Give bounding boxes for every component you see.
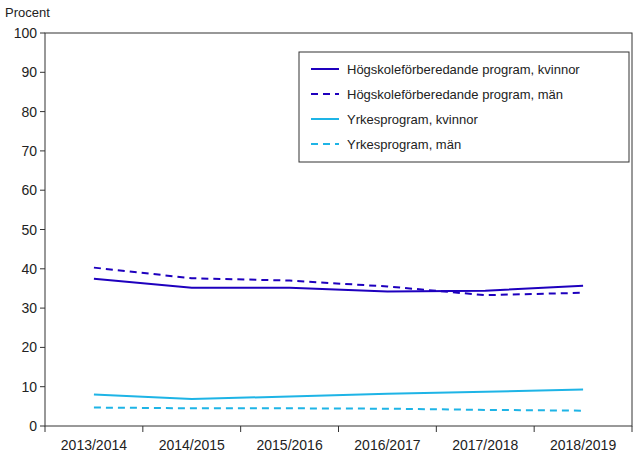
x-tick-label: 2013/2014 bbox=[61, 437, 127, 453]
x-tick-mark bbox=[436, 426, 437, 432]
y-tick-label: 60 bbox=[21, 182, 37, 198]
legend-label: Yrkesprogram, kvinnor bbox=[347, 112, 478, 127]
y-tick-mark bbox=[40, 386, 45, 387]
legend-box bbox=[299, 52, 629, 162]
x-tick-mark bbox=[338, 426, 339, 432]
y-tick-mark bbox=[40, 308, 45, 309]
legend-swatch bbox=[311, 143, 339, 145]
y-tick-label: 70 bbox=[21, 143, 37, 159]
y-tick-mark bbox=[40, 190, 45, 191]
x-tick-mark bbox=[534, 426, 535, 432]
plot-frame bbox=[45, 33, 632, 426]
x-tick-mark bbox=[240, 426, 241, 432]
series-group bbox=[94, 268, 583, 411]
y-tick-mark bbox=[40, 426, 45, 427]
legend: Högskoleförberedande program, kvinnor Hög… bbox=[299, 52, 629, 162]
legend-swatch bbox=[311, 118, 339, 120]
legend-swatch bbox=[311, 93, 339, 95]
legend-label: Yrkesprogram, män bbox=[347, 137, 461, 152]
y-tick-mark bbox=[40, 229, 45, 230]
legend-label: Högskoleförberedande program, män bbox=[347, 87, 563, 102]
y-tick-label: 10 bbox=[21, 379, 37, 395]
y-tick-label: 30 bbox=[21, 300, 37, 316]
y-tick-label: 40 bbox=[21, 261, 37, 277]
x-tick-label: 2017/2018 bbox=[452, 437, 518, 453]
series-line bbox=[94, 268, 583, 296]
x-tick-mark bbox=[45, 426, 46, 432]
y-tick-label: 100 bbox=[14, 25, 38, 41]
y-axis-label: Procent bbox=[5, 5, 50, 20]
y-tick-label: 50 bbox=[21, 222, 37, 238]
y-tick-mark bbox=[40, 268, 45, 269]
series-line bbox=[94, 408, 583, 411]
x-tick-label: 2014/2015 bbox=[159, 437, 225, 453]
y-tick-label: 90 bbox=[21, 64, 37, 80]
y-tick-label: 80 bbox=[21, 104, 37, 120]
x-tick-mark bbox=[632, 426, 633, 432]
x-tick-mark bbox=[142, 426, 143, 432]
x-tick-label: 2015/2016 bbox=[256, 437, 322, 453]
y-tick-mark bbox=[40, 347, 45, 348]
legend-label: Högskoleförberedande program, kvinnor bbox=[347, 62, 580, 77]
y-tick-label: 20 bbox=[21, 339, 37, 355]
legend-swatch bbox=[311, 68, 339, 70]
y-tick-mark bbox=[40, 150, 45, 151]
y-tick-label: 0 bbox=[29, 418, 37, 434]
y-tick-mark bbox=[40, 72, 45, 73]
y-tick-mark bbox=[40, 33, 45, 34]
chart: Procent 0 10 20 30 40 50 60 70 80 90 100 2013/2014 20… bbox=[0, 0, 643, 459]
series-line bbox=[94, 389, 583, 398]
x-tick-label: 2018/2019 bbox=[550, 437, 616, 453]
x-tick-label: 2016/2017 bbox=[354, 437, 420, 453]
y-tick-mark bbox=[40, 111, 45, 112]
series-line bbox=[94, 279, 583, 292]
